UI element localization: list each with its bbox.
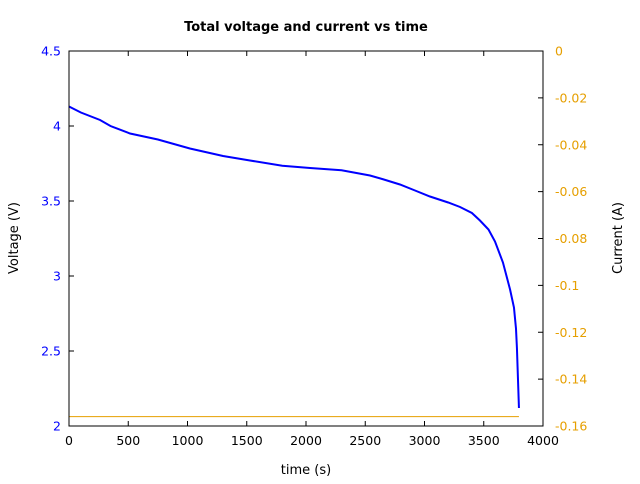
y-tick-label: 4 <box>53 119 61 134</box>
x-tick-label: 2500 <box>349 433 381 448</box>
y2-tick-label: -0.16 <box>555 419 587 434</box>
y2-axis-label: Current (A) <box>611 202 626 274</box>
x-tick-label: 500 <box>116 433 140 448</box>
y2-tick-label: -0.02 <box>555 90 587 105</box>
y-tick-label: 3.5 <box>41 194 61 209</box>
x-tick-label: 3000 <box>409 433 441 448</box>
plot-frame <box>68 50 544 427</box>
y2-tick-label: -0.14 <box>555 372 587 387</box>
y2-tick-label: -0.1 <box>555 278 579 293</box>
voltage-line <box>68 105 520 409</box>
y-tick-label: 3 <box>53 269 61 284</box>
x-tick-label: 1000 <box>172 433 204 448</box>
x-axis-label: time (s) <box>281 463 331 478</box>
y-tick-label: 2.5 <box>41 344 61 359</box>
x-tick-label: 4000 <box>527 433 559 448</box>
y2-tick-label: -0.08 <box>555 231 587 246</box>
y-axis-label: Voltage (V) <box>7 202 22 274</box>
x-tick-label: 2000 <box>290 433 322 448</box>
x-tick-label: 0 <box>65 433 73 448</box>
y-tick-label: 4.5 <box>41 44 61 59</box>
x-tick-label: 1500 <box>231 433 263 448</box>
chart-title: Total voltage and current vs time <box>184 20 428 35</box>
x-tick-label: 3500 <box>468 433 500 448</box>
y2-tick-label: -0.12 <box>555 325 587 340</box>
y2-tick-label: 0 <box>555 44 563 59</box>
y2-tick-label: -0.04 <box>555 137 587 152</box>
y2-tick-label: -0.06 <box>555 184 587 199</box>
y-tick-label: 2 <box>53 419 61 434</box>
